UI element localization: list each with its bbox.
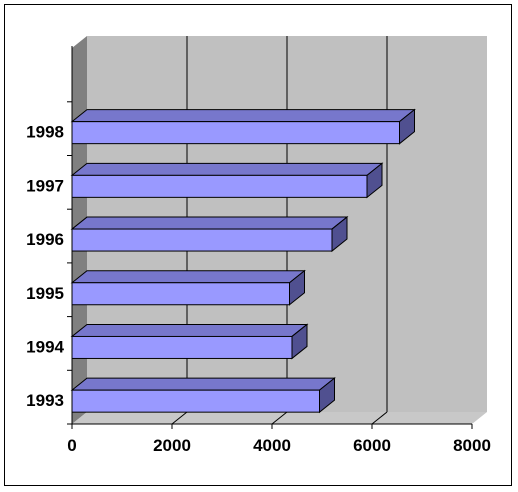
- bar-top: [70, 270, 306, 284]
- gridline-floor: [271, 411, 288, 425]
- bar-top: [70, 323, 309, 337]
- x-tick-label: 6000: [353, 436, 391, 455]
- bar-top: [70, 377, 336, 391]
- y-tick-label: 1993: [26, 391, 64, 410]
- bar-top: [70, 216, 349, 230]
- bar: [71, 282, 290, 306]
- x-tick-label: 0: [67, 436, 76, 455]
- bar: [71, 335, 293, 359]
- bar-top: [70, 109, 416, 123]
- x-tick-label: 4000: [253, 436, 291, 455]
- y-tick-label: 1995: [26, 284, 64, 303]
- gridline-floor: [171, 411, 188, 425]
- bar: [71, 228, 333, 252]
- bar: [71, 389, 320, 413]
- x-tick-label: 8000: [453, 436, 491, 455]
- gridline-floor: [371, 411, 388, 425]
- y-tick-label: 1996: [26, 230, 64, 249]
- bar: [71, 121, 400, 145]
- y-tick-label: 1994: [26, 337, 64, 356]
- x-tick-label: 2000: [153, 436, 191, 455]
- bar-top: [70, 162, 384, 176]
- y-tick-label: 1998: [26, 123, 64, 142]
- bar: [71, 174, 368, 198]
- y-tick-label: 1997: [26, 176, 64, 195]
